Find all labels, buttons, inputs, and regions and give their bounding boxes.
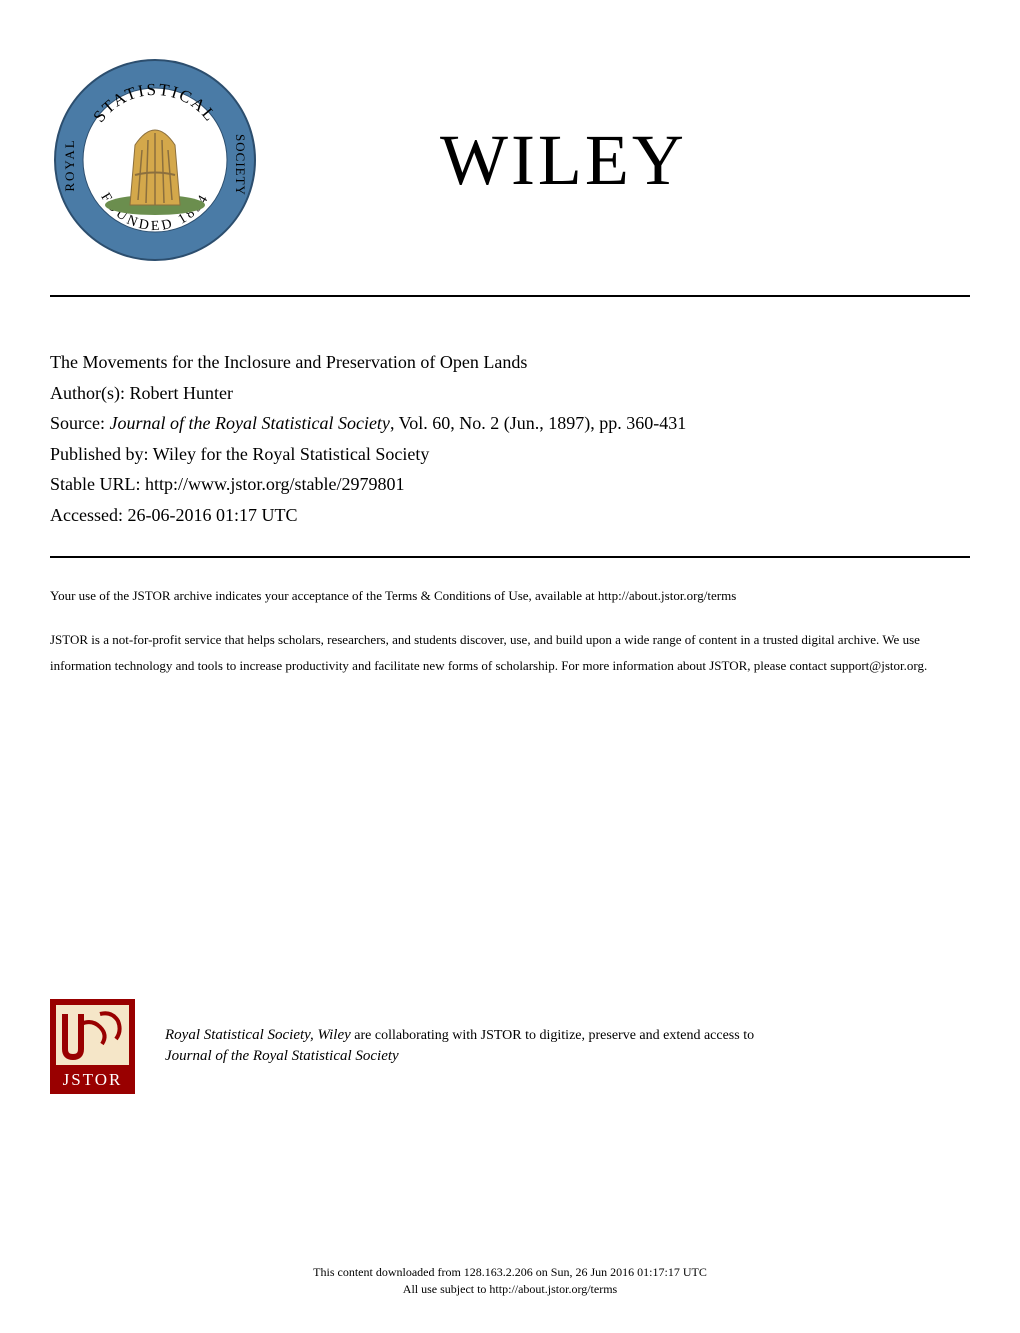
source-label: Source: — [50, 413, 109, 433]
published-line: Published by: Wiley for the Royal Statis… — [50, 439, 970, 470]
footer-line-1: This content downloaded from 128.163.2.2… — [313, 1264, 707, 1281]
svg-text:SOCIETY: SOCIETY — [233, 134, 248, 196]
terms-section: Your use of the JSTOR archive indicates … — [50, 583, 970, 679]
accessed-date: 26-06-2016 01:17 UTC — [127, 505, 297, 525]
jstor-logo: JSTOR — [50, 999, 135, 1094]
published-by: Wiley for the Royal Statistical Society — [153, 444, 430, 464]
svg-text:JSTOR: JSTOR — [63, 1070, 123, 1089]
collaboration-section: JSTOR Royal Statistical Society, Wiley a… — [50, 999, 970, 1094]
collab-mid-text: are collaborating with JSTOR to digitize… — [351, 1028, 754, 1043]
rss-seal-icon: STATISTICAL FOUNDED 1834 ROYAL SOCIETY — [50, 55, 260, 265]
svg-text:ROYAL: ROYAL — [62, 138, 77, 191]
published-label: Published by: — [50, 444, 153, 464]
author-line: Author(s): Robert Hunter — [50, 378, 970, 409]
metadata-section: The Movements for the Inclosure and Pres… — [50, 347, 970, 531]
footer-line-2: All use subject to http://about.jstor.or… — [313, 1281, 707, 1298]
header-section: STATISTICAL FOUNDED 1834 ROYAL SOCIETY W… — [50, 55, 970, 265]
author-name: Robert Hunter — [130, 383, 233, 403]
collab-publishers: Royal Statistical Society, Wiley — [165, 1027, 351, 1043]
terms-paragraph-1: Your use of the JSTOR archive indicates … — [50, 583, 970, 609]
article-title: The Movements for the Inclosure and Pres… — [50, 347, 970, 378]
stable-url: http://www.jstor.org/stable/2979801 — [145, 474, 405, 494]
divider-top — [50, 295, 970, 297]
accessed-label: Accessed: — [50, 505, 127, 525]
source-details: , Vol. 60, No. 2 (Jun., 1897), pp. 360-4… — [390, 413, 686, 433]
collab-journal: Journal of the Royal Statistical Society — [165, 1048, 399, 1064]
footer: This content downloaded from 128.163.2.2… — [313, 1264, 707, 1298]
source-line: Source: Journal of the Royal Statistical… — [50, 408, 970, 439]
wiley-logo: WILEY — [440, 119, 687, 202]
divider-middle — [50, 556, 970, 558]
terms-paragraph-2: JSTOR is a not-for-profit service that h… — [50, 627, 970, 679]
accessed-line: Accessed: 26-06-2016 01:17 UTC — [50, 500, 970, 531]
rss-logo: STATISTICAL FOUNDED 1834 ROYAL SOCIETY — [50, 55, 260, 265]
collaboration-text: Royal Statistical Society, Wiley are col… — [165, 1025, 754, 1067]
author-label: Author(s): — [50, 383, 130, 403]
stable-url-line: Stable URL: http://www.jstor.org/stable/… — [50, 469, 970, 500]
stable-url-label: Stable URL: — [50, 474, 145, 494]
jstor-logo-icon: JSTOR — [50, 999, 135, 1094]
source-journal: Journal of the Royal Statistical Society — [109, 413, 389, 433]
